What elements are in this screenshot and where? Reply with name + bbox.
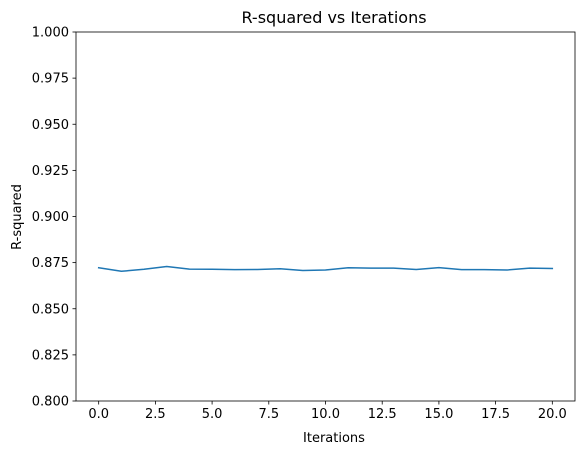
x-tick-label: 12.5	[368, 407, 397, 422]
x-tick-label: 5.0	[202, 407, 223, 422]
x-tick-label: 0.0	[88, 407, 109, 422]
x-tick-label: 15.0	[424, 407, 453, 422]
y-tick-label: 0.950	[32, 118, 69, 133]
series-line-0	[97, 265, 554, 273]
x-tick-label: 7.5	[258, 407, 279, 422]
x-axis-label: Iterations	[303, 431, 365, 446]
x-tick-label: 20.0	[538, 407, 567, 422]
y-tick-label: 0.925	[32, 164, 69, 179]
y-axis-label: R-squared	[10, 184, 25, 250]
y-tick-label: 0.825	[32, 348, 69, 363]
y-tick-label: 0.800	[32, 395, 69, 410]
y-tick-label: 0.900	[32, 210, 69, 225]
x-tick-label: 2.5	[145, 407, 166, 422]
x-tick-label: 10.0	[311, 407, 340, 422]
y-tick-label: 0.875	[32, 256, 69, 271]
y-tick-label: 1.000	[32, 26, 69, 41]
y-tick-label: 0.850	[32, 302, 69, 317]
chart-title: R-squared vs Iterations	[241, 8, 426, 27]
x-tick-label: 17.5	[481, 407, 510, 422]
y-tick-label: 0.975	[32, 72, 69, 87]
